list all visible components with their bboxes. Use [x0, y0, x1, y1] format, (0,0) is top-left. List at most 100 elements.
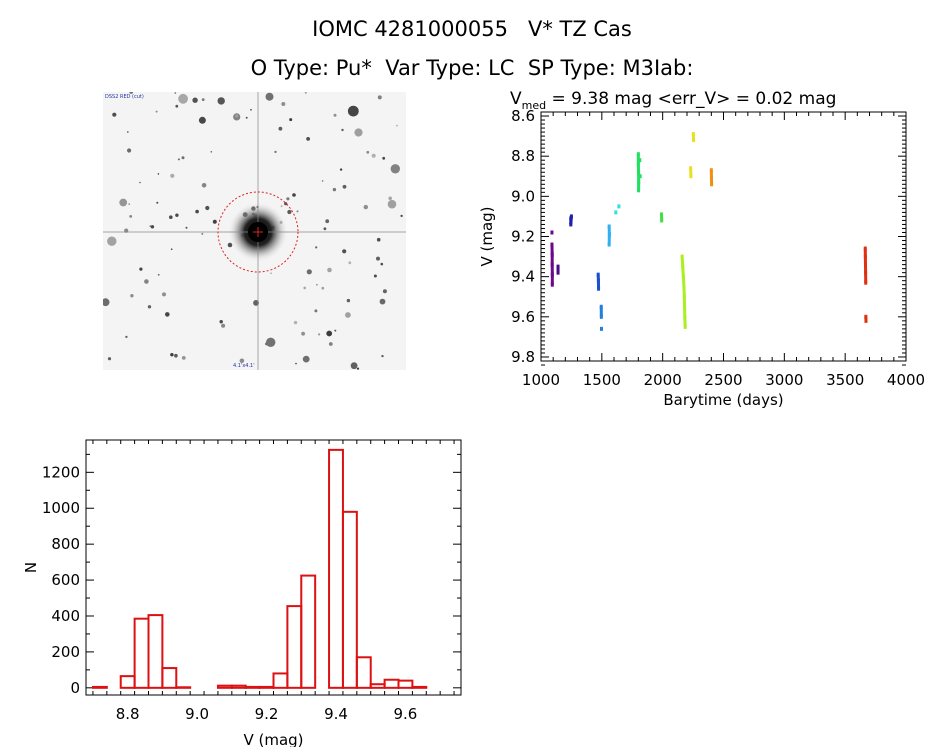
field-star — [127, 148, 132, 153]
light-curve-point — [599, 304, 603, 309]
x-tick-label: 9.2 — [255, 705, 279, 723]
field-star — [296, 210, 299, 213]
field-star — [345, 312, 351, 318]
field-star — [181, 356, 186, 360]
field-star — [390, 164, 400, 174]
histogram-bar — [147, 614, 164, 689]
field-star — [316, 284, 318, 286]
field-star — [321, 286, 325, 290]
field-star — [103, 298, 110, 307]
field-star — [250, 108, 252, 111]
y-tick-label: 600 — [51, 571, 80, 589]
y-tick-label: 200 — [51, 643, 80, 661]
field-star — [201, 232, 204, 235]
field-star — [144, 279, 149, 284]
field-star — [366, 150, 370, 154]
field-star — [306, 137, 310, 141]
light-curve-point — [863, 246, 867, 251]
field-star — [293, 320, 298, 325]
field-star — [130, 294, 134, 298]
light-curve-point — [681, 274, 685, 279]
field-star — [323, 227, 327, 231]
image-top-left-label: DSS2 RED (cut) — [105, 94, 144, 100]
histogram-bar — [175, 686, 192, 689]
field-star — [125, 335, 128, 339]
field-star — [174, 92, 177, 94]
field-star — [149, 225, 152, 228]
field-star — [315, 246, 318, 249]
light-curve-point — [607, 224, 611, 229]
field-star — [286, 197, 290, 201]
light-curve-point — [637, 180, 641, 185]
light-curve-point — [689, 174, 693, 179]
light-curve-point — [638, 174, 642, 179]
field-star — [162, 292, 166, 297]
histogram-bar — [397, 679, 414, 689]
light-curve-segment — [681, 276, 686, 287]
light-curve-point — [709, 176, 713, 181]
field-star — [239, 358, 245, 364]
field-star — [266, 337, 276, 347]
light-curve-point — [597, 286, 601, 291]
field-star — [326, 330, 333, 337]
x-axis-label: Barytime (days) — [663, 391, 783, 409]
field-star — [129, 215, 133, 218]
field-star — [170, 353, 174, 357]
field-star — [377, 95, 382, 100]
field-star — [289, 118, 293, 122]
field-star — [169, 215, 173, 219]
x-tick-label: 8.8 — [116, 705, 140, 723]
field-star — [270, 272, 272, 275]
field-star — [341, 128, 344, 132]
field-star — [280, 205, 283, 208]
light-curve-point — [636, 152, 640, 157]
field-star — [119, 198, 128, 207]
field-star — [235, 114, 239, 118]
field-star — [347, 105, 359, 117]
y-tick-label: 8.6 — [511, 107, 535, 125]
field-star — [314, 309, 318, 313]
field-star — [278, 126, 283, 131]
light-curve-point — [864, 314, 868, 319]
light-curve-point — [659, 212, 663, 217]
sky-image — [103, 92, 406, 370]
field-star — [198, 116, 206, 124]
y-tick-label: 9.4 — [511, 268, 535, 286]
field-star — [371, 153, 376, 158]
field-star — [170, 248, 173, 250]
light-curve-point — [637, 170, 641, 175]
light-curve-point — [550, 230, 554, 235]
y-tick-label: 1000 — [42, 499, 80, 517]
field-star — [306, 269, 312, 275]
light-curve-point — [636, 162, 640, 167]
light-curve-segment — [680, 256, 685, 267]
light-curve-point — [550, 242, 554, 247]
field-star — [170, 173, 175, 178]
field-star — [373, 274, 377, 278]
field-star — [107, 357, 112, 361]
field-star — [157, 273, 160, 276]
x-tick-label: 1500 — [583, 371, 621, 389]
y-tick-label: 9.0 — [511, 187, 535, 205]
field-star — [195, 209, 199, 214]
x-tick-label: 9.4 — [324, 705, 348, 723]
light-curve-point — [614, 210, 618, 215]
field-star — [381, 354, 384, 358]
light-curve-point — [660, 218, 664, 223]
histogram-bar — [258, 685, 275, 689]
field-star — [126, 131, 129, 133]
field-star — [139, 267, 143, 271]
field-star — [295, 362, 297, 365]
object-type-subtitle: O Type: Pu* Var Type: LC SP Type: M3Iab: — [250, 56, 694, 80]
y-tick-label: 400 — [51, 607, 80, 625]
field-star — [382, 289, 387, 294]
light-curve-title: Vmed = 9.38 mag <err_V> = 0.02 mag — [510, 89, 836, 112]
field-star — [177, 158, 180, 161]
field-star — [201, 183, 207, 188]
field-star — [304, 92, 307, 94]
field-star — [112, 112, 117, 117]
field-star — [348, 261, 352, 265]
light-curve-point — [683, 304, 687, 309]
light-curve-point — [599, 314, 603, 319]
field-star — [147, 305, 152, 309]
